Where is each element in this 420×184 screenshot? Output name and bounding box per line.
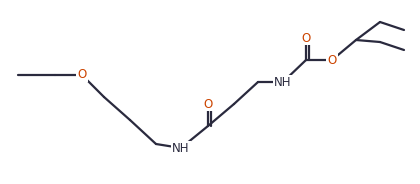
Text: O: O <box>77 68 87 82</box>
Text: O: O <box>327 54 336 66</box>
Text: NH: NH <box>274 75 292 89</box>
Text: O: O <box>302 31 311 45</box>
Text: O: O <box>203 98 213 111</box>
Text: NH: NH <box>172 141 190 155</box>
